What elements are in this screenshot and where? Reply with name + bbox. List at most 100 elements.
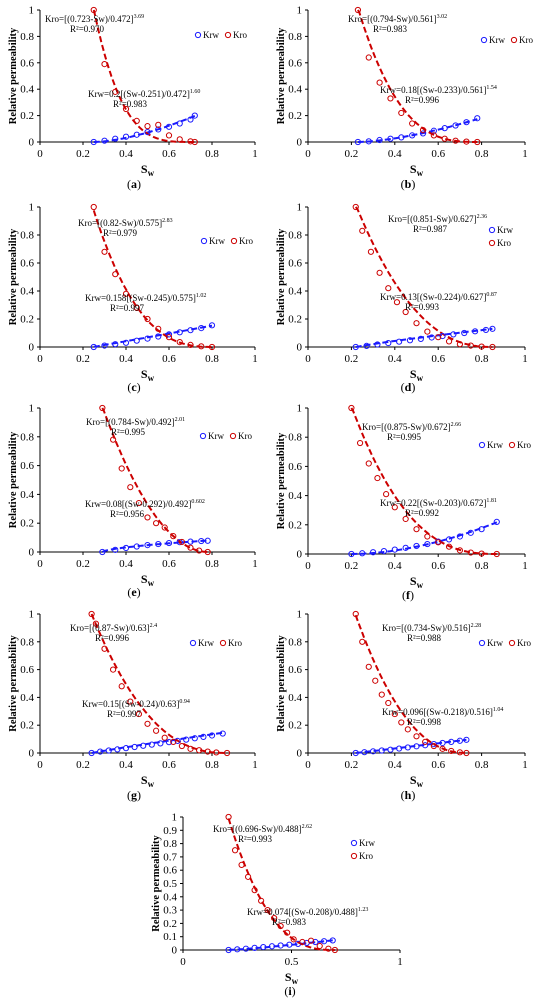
kro-data-point (155, 325, 162, 332)
krw-data-point (187, 538, 194, 545)
panel-e: 0 0.2 0.4 0.6 0.8 1 0 0.2 0.4 0.6 0.8 1 Relative per… (8, 403, 258, 600)
legend-krw-label: Krw (198, 638, 214, 648)
kro-data-point (144, 315, 151, 323)
krw-data-point (144, 335, 151, 342)
krw-data-point (99, 548, 106, 556)
panel-label-letter: e (131, 585, 137, 599)
y-tick-label: 0.1 (163, 931, 177, 943)
legend-kro-marker (508, 639, 516, 647)
panel-label: (i) (284, 984, 295, 998)
kro-data-point (424, 533, 431, 540)
krw-data-point (361, 749, 368, 756)
kro-equation-text: Kro=[(0.784-Sw)/0.492] (86, 417, 175, 427)
krw-data-point (482, 326, 490, 334)
kro-equation-exponent: 2.4 (150, 623, 158, 629)
kro-data-point (402, 515, 409, 523)
kro-fit-curve (90, 613, 228, 754)
legend-krw-marker (478, 441, 486, 449)
y-tick-label: 0.6 (288, 664, 302, 676)
kro-equation: Kro=[(0.734-Sw)/0.516]2.28 (382, 623, 481, 633)
y-tick-label: 0.2 (163, 918, 177, 930)
krw-data-point (391, 546, 398, 553)
krw-data-point (461, 329, 468, 337)
y-axis-label: Relative permeability (276, 634, 287, 731)
y-tick-label: 1 (29, 5, 35, 17)
kro-data-point (135, 499, 142, 507)
kro-data-point (112, 88, 119, 95)
krw-equation: Krw=0.158[(Sw-0.245)/0.575]1.02 (85, 293, 206, 303)
kro-data-point (445, 543, 453, 550)
y-tick-label: 1 (297, 609, 303, 621)
kro-data-point (213, 749, 220, 756)
krw-equation-exponent: 1.04 (493, 707, 504, 713)
kro-equation: Kro=[(0.851-Sw)/0.627]2.36 (388, 214, 487, 224)
panel-label-letter: i (288, 984, 292, 998)
krw-data-point (439, 739, 446, 747)
kro-data-point (133, 304, 140, 311)
legend-kro-label: Kro (239, 236, 253, 246)
legend-krw-label: Krw (359, 838, 375, 848)
x-axis-label-sub: w (292, 976, 299, 986)
krw-data-point (198, 537, 205, 545)
kro-data-point (359, 227, 366, 234)
krw-data-point (101, 342, 108, 349)
krw-data-point (409, 132, 416, 139)
legend-krw-label: Krw (209, 236, 225, 246)
panel-label-close: ) (137, 585, 141, 599)
krw-equation-text: Krw=0.22[(Sw-0.203)/0.672] (380, 498, 486, 508)
kro-data-point (122, 105, 130, 113)
krw-equation-exponent: 0.94 (179, 699, 190, 705)
krw-data-point (268, 943, 276, 950)
krw-data-point (380, 547, 388, 555)
x-tick-label: 0.6 (431, 560, 445, 572)
panel-label-close: ) (411, 788, 415, 802)
kro-data-point (374, 474, 381, 482)
kro-fit-curve (92, 9, 195, 143)
kro-data-point (204, 748, 211, 755)
panel-label-letter: d (405, 380, 412, 394)
legend-kro-label: Kro (519, 35, 533, 45)
krw-data-point (396, 338, 403, 345)
y-tick-label: 0.2 (20, 110, 34, 122)
legend-kro-marker (508, 441, 516, 449)
kro-data-point (307, 937, 315, 944)
kro-data-point (299, 938, 306, 946)
y-tick-label: 0.2 (288, 314, 302, 326)
kro-data-point (144, 514, 151, 521)
krw-data-point (144, 541, 151, 549)
x-tick-label: 0.4 (388, 560, 402, 572)
y-tick-label: 0 (297, 342, 303, 354)
krw-fit-curve (357, 118, 478, 143)
krw-data-point (97, 748, 104, 755)
krw-data-point (148, 741, 155, 748)
krw-fit-curve (93, 114, 196, 143)
kro-data-point (402, 308, 409, 316)
kro-equation-exponent: 2.36 (477, 214, 488, 220)
x-axis-label-main: S (410, 773, 417, 787)
kro-data-point (409, 120, 416, 127)
krw-equation: Krw=0.22[(Sw-0.203)/0.672]1.81 (380, 498, 497, 508)
krw-data-point (155, 126, 162, 133)
x-tick-label: 0.4 (119, 759, 133, 771)
legend-krw-label: Krw (203, 30, 219, 40)
kro-equation-r2: R²=0.995 (111, 427, 146, 437)
krw-data-point (478, 526, 485, 533)
krw-data-point (157, 740, 164, 747)
kro-data-point (176, 339, 183, 346)
krw-data-point (404, 744, 411, 751)
y-tick-label: 0.8 (20, 31, 34, 43)
kro-data-point (467, 342, 474, 349)
krw-equation: Krw=0.08[(Sw-0.292)/0.492]0.602 (85, 499, 205, 509)
krw-data-point (277, 942, 284, 949)
panel-label-close: ) (292, 984, 296, 998)
kro-data-point (331, 946, 338, 954)
krw-data-point (363, 342, 370, 349)
x-axis-label-sub: w (417, 779, 424, 789)
panel-label-letter: b (405, 177, 412, 191)
y-axis-label: Relative permeability (8, 634, 19, 731)
krw-data-point (260, 943, 267, 951)
kro-data-point (208, 343, 216, 351)
krw-data-point (352, 749, 359, 757)
legend-kro-marker (229, 432, 237, 440)
kro-data-point (365, 460, 372, 467)
